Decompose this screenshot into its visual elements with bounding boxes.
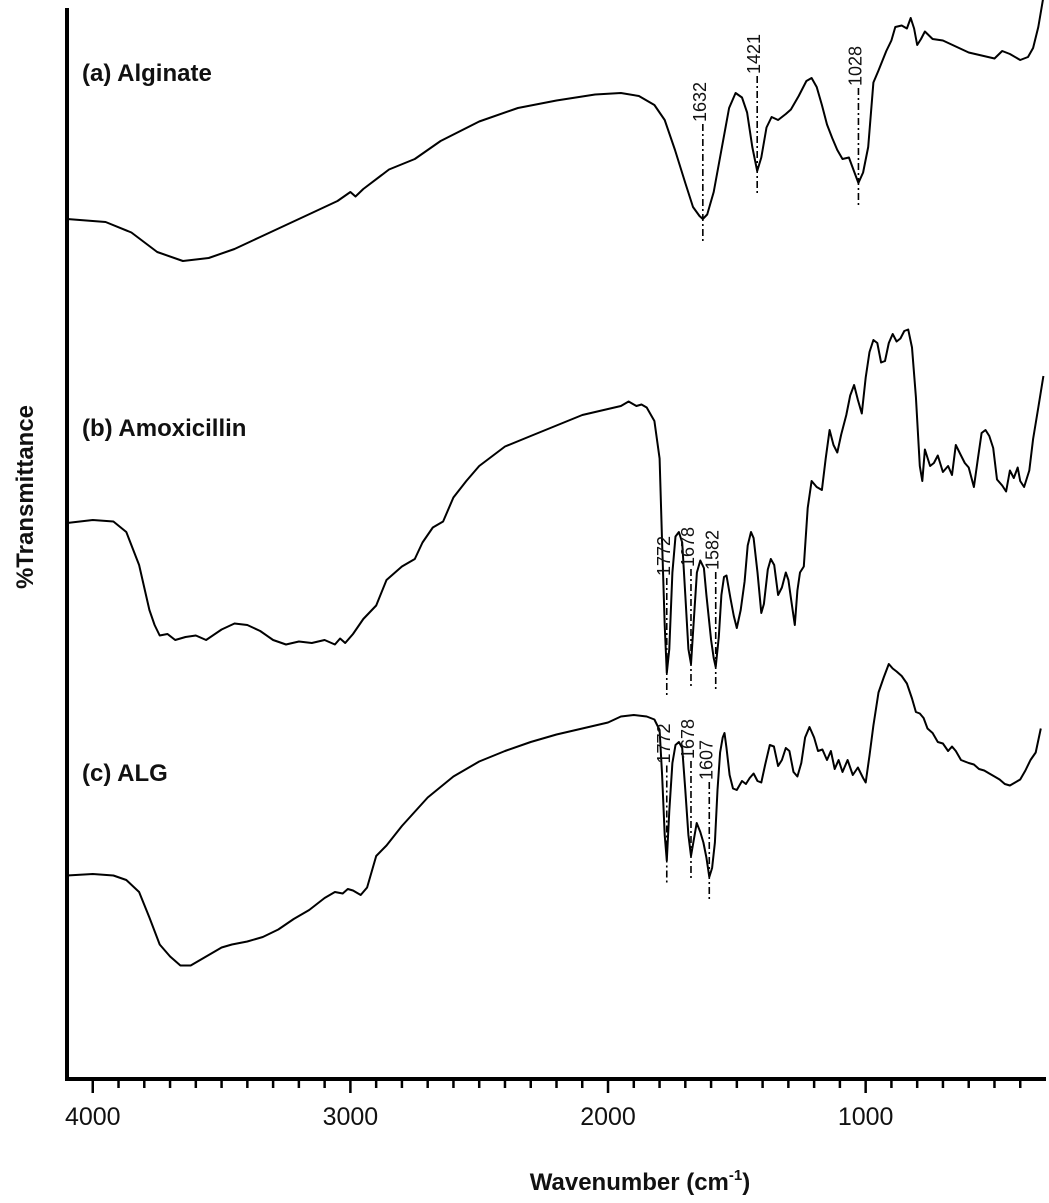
x-tick-label: 3000 <box>323 1103 379 1131</box>
peak-label: 1421 <box>744 34 764 74</box>
spectrum-line-0 <box>66 0 1044 262</box>
x-tick-labels: 4000 3000 2000 1000 <box>65 1103 894 1131</box>
peak-label: 1582 <box>703 530 723 570</box>
peak-label: 1678 <box>678 527 698 567</box>
x-ticks <box>91 1079 1022 1093</box>
x-axis-title-sup: -1 <box>729 1167 742 1184</box>
spectrum-line-1 <box>66 328 1045 674</box>
x-axis-title-text: Wavenumber (cm <box>530 1169 729 1196</box>
peak-label: 1632 <box>690 82 710 122</box>
spectrum-line-2 <box>66 663 1042 967</box>
x-axis-title: Wavenumber (cm-1) <box>530 1167 751 1196</box>
series-label: (a) Alginate <box>82 60 212 87</box>
spectra <box>66 0 1045 967</box>
x-tick-label: 2000 <box>580 1103 636 1131</box>
peak-label: 1772 <box>654 536 674 576</box>
x-tick-label: 1000 <box>838 1103 894 1131</box>
axes <box>65 8 1046 1081</box>
peak-label: 1772 <box>654 723 674 763</box>
x-axis-title-close: ) <box>742 1169 750 1196</box>
series-labels: (a) Alginate (b) Amoxicillin (c) ALG <box>82 60 246 787</box>
x-tick-label: 4000 <box>65 1103 121 1131</box>
peak-label: 1678 <box>678 719 698 759</box>
peak-label: 1028 <box>845 46 865 86</box>
series-label: (c) ALG <box>82 760 168 787</box>
peak-label: 1607 <box>696 740 716 780</box>
y-axis-title: %Transmittance <box>12 405 39 589</box>
series-label: (b) Amoxicillin <box>82 415 246 442</box>
